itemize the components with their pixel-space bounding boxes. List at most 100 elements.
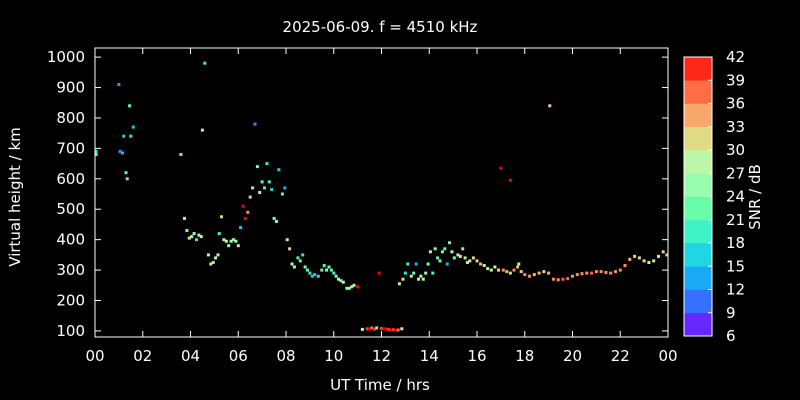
data-point xyxy=(508,271,512,275)
colorbar-segment xyxy=(684,126,712,151)
x-tick-label: 16 xyxy=(467,347,486,365)
data-point xyxy=(285,238,289,242)
data-point xyxy=(277,168,281,172)
data-point xyxy=(517,262,521,266)
data-point xyxy=(417,277,420,281)
data-point xyxy=(431,271,435,275)
data-point xyxy=(508,178,512,182)
data-point xyxy=(360,327,364,331)
data-point xyxy=(548,104,552,108)
data-point xyxy=(183,216,186,220)
data-point xyxy=(419,274,423,278)
data-point xyxy=(290,262,294,266)
colorbar-tick-label: 42 xyxy=(726,48,745,66)
data-point xyxy=(274,219,278,223)
colorbar-tick-label: 33 xyxy=(726,118,745,136)
data-point xyxy=(585,271,589,275)
data-point xyxy=(501,268,505,272)
data-point xyxy=(547,271,551,275)
data-point xyxy=(332,271,336,275)
data-point xyxy=(313,273,317,277)
data-point xyxy=(265,162,269,166)
y-axis-label: Virtual height / km xyxy=(6,127,24,266)
data-point xyxy=(426,262,430,266)
data-point xyxy=(329,268,333,272)
data-point xyxy=(463,256,467,260)
data-point xyxy=(445,262,449,266)
data-point xyxy=(380,327,383,330)
data-point xyxy=(296,256,300,260)
data-point xyxy=(633,254,637,258)
data-point xyxy=(258,191,262,194)
x-tick-label: 18 xyxy=(515,347,534,365)
data-point xyxy=(590,271,594,275)
data-point xyxy=(179,153,183,156)
data-point xyxy=(185,229,189,232)
data-point xyxy=(222,238,226,242)
data-points xyxy=(94,61,669,332)
data-point xyxy=(272,216,276,220)
data-point xyxy=(327,265,331,269)
colorbar-segment xyxy=(684,173,712,197)
data-point xyxy=(642,259,646,263)
x-tick-label: 06 xyxy=(229,347,248,365)
data-point xyxy=(325,268,329,272)
data-point xyxy=(334,274,338,278)
data-point xyxy=(283,186,287,190)
data-point xyxy=(217,232,221,236)
x-tick-label: 10 xyxy=(324,347,343,365)
data-point xyxy=(234,239,238,243)
data-point xyxy=(479,262,483,266)
data-point xyxy=(209,262,213,266)
colorbar: 6 9 12 15 18 21 24 27 30 33 36 39 42 xyxy=(683,48,745,345)
data-point xyxy=(227,244,231,248)
data-point xyxy=(253,122,257,126)
data-point xyxy=(542,270,546,274)
data-point xyxy=(652,259,656,263)
data-point xyxy=(475,259,479,263)
colorbar-segment xyxy=(684,57,712,81)
chart-title: 2025-06-09. f = 4510 kHz xyxy=(283,18,478,36)
data-point xyxy=(220,215,223,219)
data-point xyxy=(303,265,307,269)
colorbar-tick-label: 24 xyxy=(726,188,745,206)
data-point xyxy=(122,134,126,138)
y-tick-label: 800 xyxy=(56,109,85,127)
data-point xyxy=(489,268,493,272)
data-point xyxy=(604,271,608,274)
colorbar-segment xyxy=(684,312,712,337)
data-point xyxy=(241,204,245,208)
data-point xyxy=(414,262,418,266)
data-point xyxy=(456,253,460,257)
data-point xyxy=(571,274,574,278)
data-point xyxy=(377,271,381,275)
data-point xyxy=(465,261,469,264)
data-point xyxy=(229,239,233,243)
data-point xyxy=(609,271,613,275)
data-point xyxy=(428,250,432,254)
colorbar-tick-label: 27 xyxy=(726,164,745,182)
data-point xyxy=(647,261,651,264)
data-point xyxy=(316,274,320,278)
y-tick-label: 400 xyxy=(56,231,85,249)
data-point xyxy=(94,149,98,153)
data-point xyxy=(458,254,462,258)
data-point xyxy=(516,265,520,269)
data-point xyxy=(661,250,665,254)
data-point xyxy=(657,254,660,258)
x-axis-label: UT Time / hrs xyxy=(330,376,430,394)
data-point xyxy=(468,259,472,263)
data-point xyxy=(493,265,497,269)
data-point xyxy=(452,256,456,260)
data-point xyxy=(243,216,247,220)
data-point xyxy=(421,277,425,281)
data-point xyxy=(440,250,444,254)
data-point xyxy=(292,265,296,269)
x-tick-label: 02 xyxy=(133,347,152,365)
data-point xyxy=(187,236,191,240)
data-point xyxy=(129,134,133,138)
data-point xyxy=(391,328,395,332)
y-tick-label: 700 xyxy=(56,139,85,157)
data-point xyxy=(232,238,235,242)
